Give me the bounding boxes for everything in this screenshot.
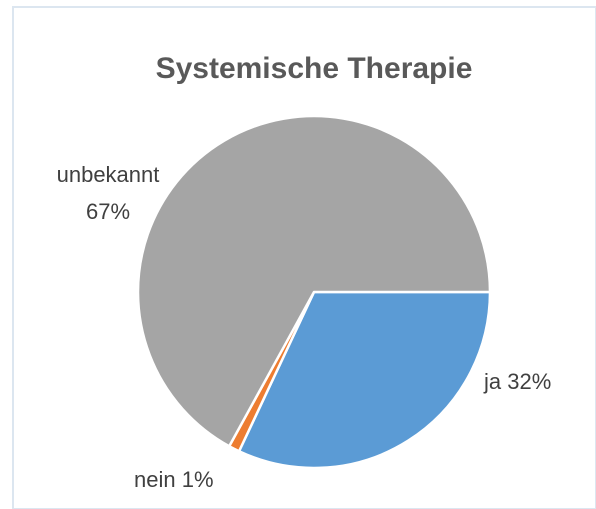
- pie-slice: [237, 290, 492, 470]
- slice-value-label: 32%: [507, 369, 551, 394]
- slice-label-group: nein 1%: [134, 467, 214, 492]
- slice-value-label: 1%: [182, 467, 214, 492]
- chart-title: Systemische Therapie: [156, 52, 473, 85]
- slice-label: unbekannt: [57, 162, 160, 187]
- pie-slice: [136, 114, 492, 448]
- slice-label-group: ja 32%: [483, 369, 551, 394]
- slice-label: nein: [134, 467, 176, 492]
- slice-value-label: 67%: [86, 199, 130, 224]
- pie: [136, 114, 492, 470]
- slice-label: ja: [483, 369, 502, 394]
